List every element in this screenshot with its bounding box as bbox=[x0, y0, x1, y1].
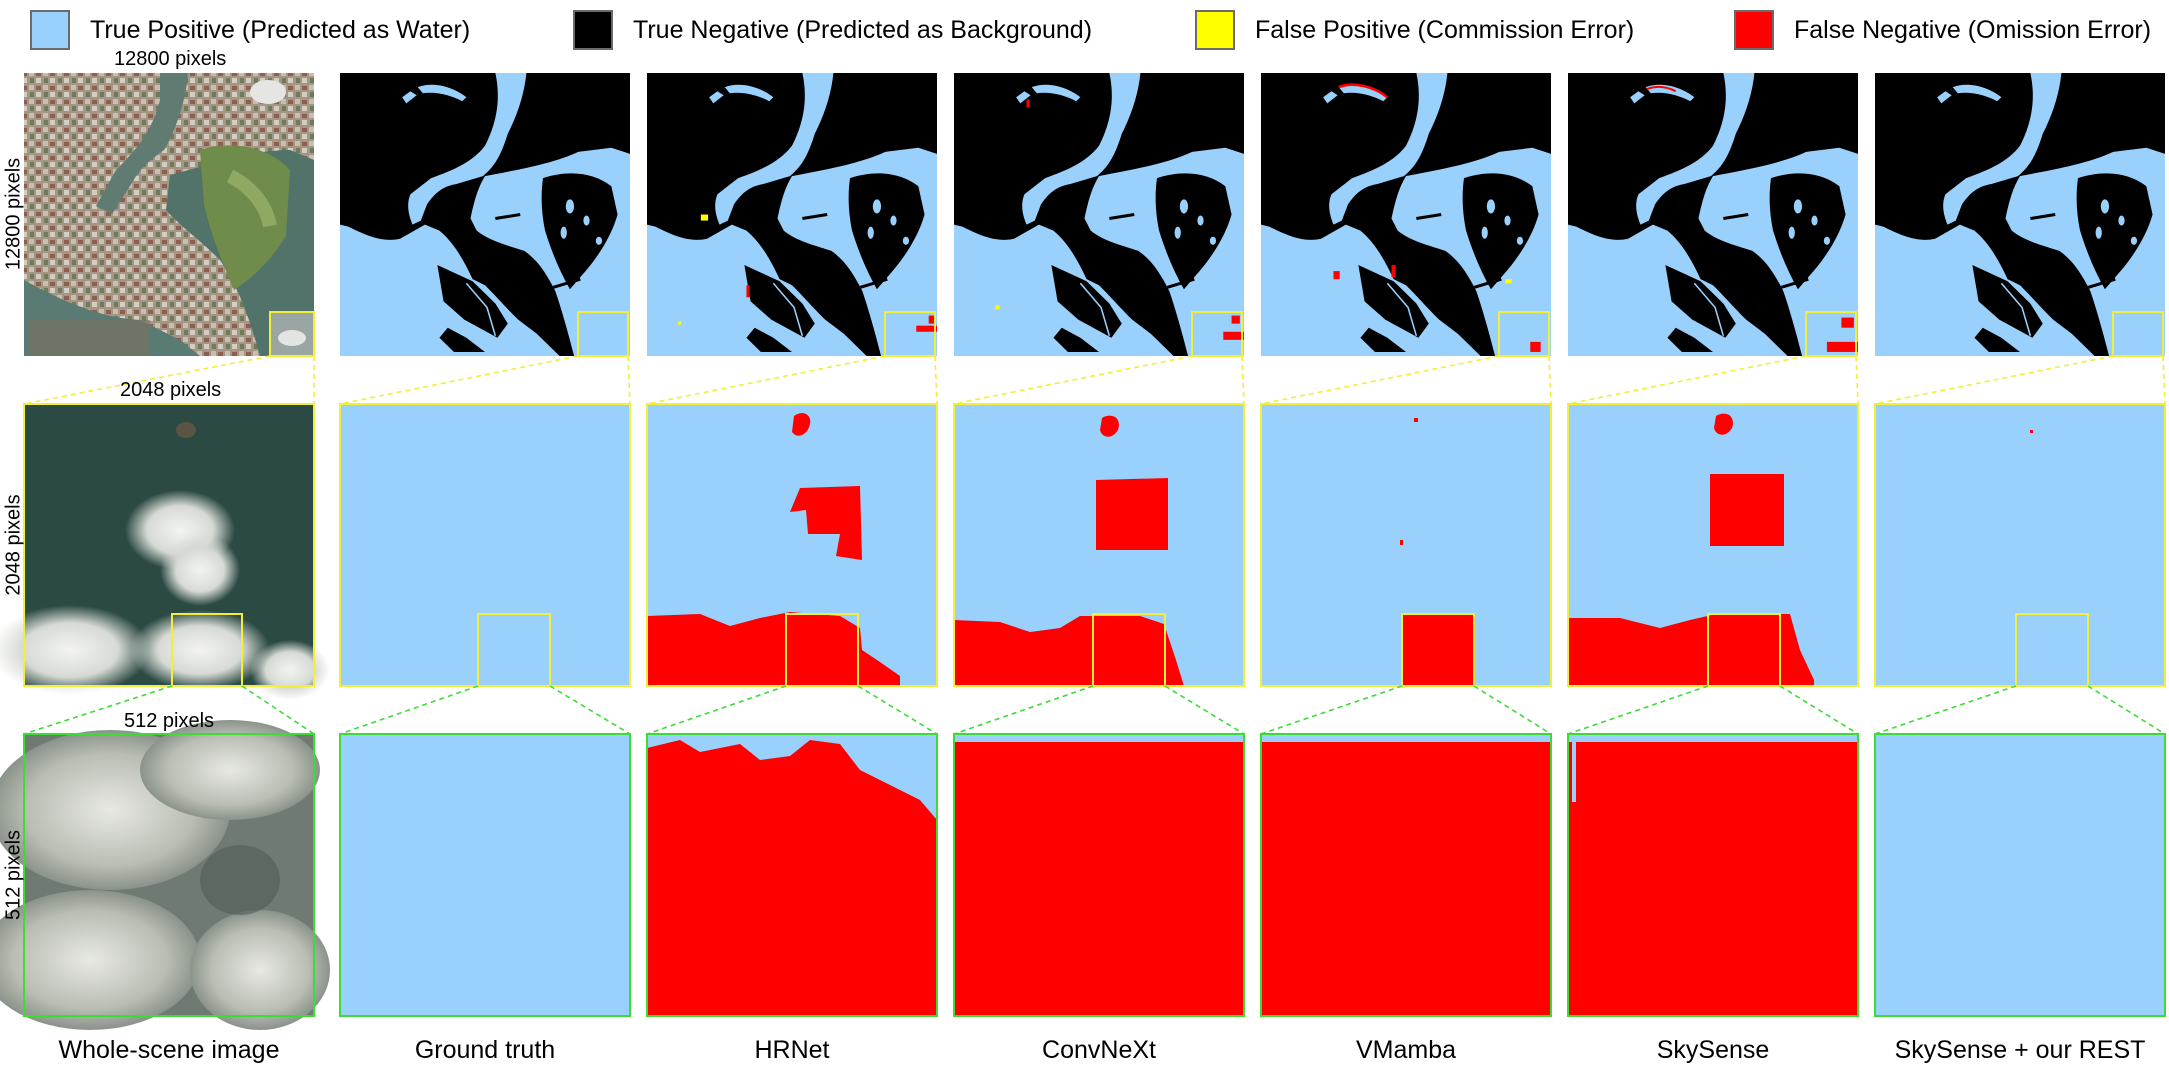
column-label-skysense-rest: SkySense + our REST bbox=[1894, 1036, 2146, 1064]
scale-label-row2-top: 2048 pixels bbox=[120, 379, 222, 401]
row1-skysense-rest bbox=[1875, 73, 2165, 356]
row2-satellite bbox=[0, 404, 330, 700]
row2-hrnet bbox=[647, 404, 937, 686]
row2-vmamba bbox=[1261, 404, 1551, 686]
legend-label-false-positive: False Positive (Commission Error) bbox=[1255, 15, 1635, 44]
row3-skysense-rest bbox=[1875, 734, 2165, 1016]
legend-item-false-negative: False Negative (Omission Error) bbox=[1734, 10, 2151, 50]
row3-skysense bbox=[1568, 734, 1858, 1016]
scale-label-row3-side: 512 pixels bbox=[2, 829, 25, 921]
row2-convnext bbox=[954, 404, 1244, 686]
legend-label-true-negative: True Negative (Predicted as Background) bbox=[633, 15, 1093, 44]
row3-convnext bbox=[954, 734, 1244, 1016]
row3-satellite bbox=[0, 720, 330, 1030]
column-label-skysense: SkySense bbox=[1656, 1036, 1770, 1064]
scale-label-row2-side: 2048 pixels bbox=[2, 494, 25, 596]
row2-skysense bbox=[1568, 404, 1858, 686]
row3-ground-truth bbox=[340, 734, 630, 1016]
zoom-boxes-row2 bbox=[171, 613, 2089, 687]
row1-vmamba bbox=[1261, 73, 1551, 356]
zoom-connectors-row2 bbox=[23, 685, 2166, 735]
zoom-boxes-row1 bbox=[269, 311, 2164, 357]
scale-label-row3-top: 512 pixels bbox=[124, 710, 215, 732]
row2-ground-truth bbox=[340, 404, 630, 686]
row1-convnext bbox=[954, 73, 1244, 356]
row2-skysense-rest bbox=[1875, 404, 2165, 686]
column-label-vmamba: VMamba bbox=[1355, 1036, 1457, 1064]
row1-ground-truth bbox=[340, 73, 630, 356]
whole-scene-satellite bbox=[24, 73, 314, 356]
legend-item-true-positive: True Positive (Predicted as Water) bbox=[30, 10, 470, 50]
row1-hrnet bbox=[647, 73, 937, 356]
legend-label-true-positive: True Positive (Predicted as Water) bbox=[90, 15, 471, 44]
column-label-whole-scene: Whole-scene image bbox=[58, 1036, 280, 1064]
column-label-ground-truth: Ground truth bbox=[414, 1036, 556, 1064]
legend-item-false-positive: False Positive (Commission Error) bbox=[1195, 10, 1634, 50]
scale-label-row1-top: 12800 pixels bbox=[114, 48, 227, 70]
legend-item-true-negative: True Negative (Predicted as Background) bbox=[573, 10, 1092, 50]
column-label-convnext: ConvNeXt bbox=[1042, 1036, 1156, 1064]
legend-swatch-true-positive bbox=[30, 10, 70, 50]
legend-swatch-false-negative bbox=[1734, 10, 1774, 50]
legend-label-false-negative: False Negative (Omission Error) bbox=[1794, 15, 2152, 44]
row1-skysense bbox=[1568, 73, 1858, 356]
zoom-connectors-row1 bbox=[23, 355, 2166, 405]
scale-label-row1-side: 12800 pixels bbox=[2, 157, 25, 271]
row3-vmamba bbox=[1261, 734, 1551, 1016]
row3-hrnet bbox=[647, 734, 937, 1016]
legend-swatch-false-positive bbox=[1195, 10, 1235, 50]
legend: True Positive (Predicted as Water) True … bbox=[0, 6, 2169, 50]
column-label-hrnet: HRNet bbox=[754, 1036, 830, 1064]
legend-swatch-true-negative bbox=[573, 10, 613, 50]
row3-frames bbox=[23, 733, 2166, 1017]
